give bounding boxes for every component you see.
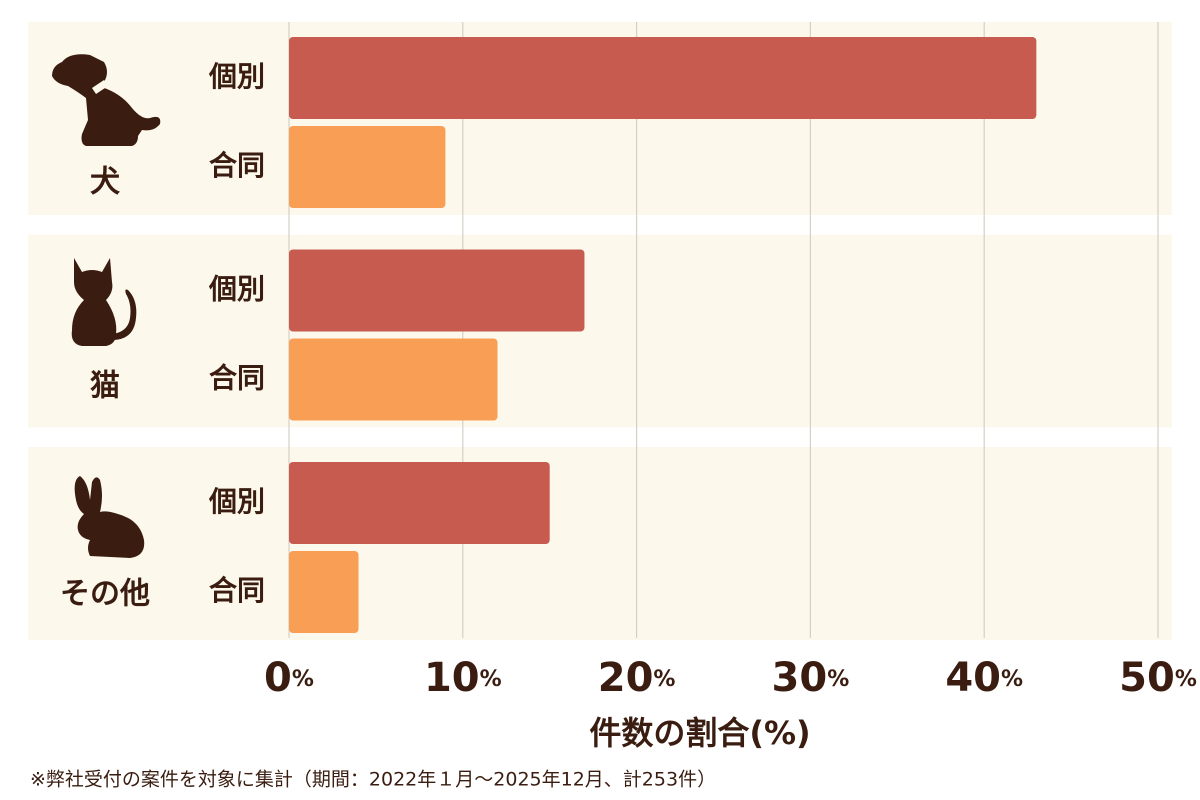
category-label: 犬: [90, 165, 120, 200]
series-label: 合同: [209, 362, 265, 395]
group-panel: [28, 234, 1172, 428]
x-tick-label: 20%: [598, 655, 676, 701]
x-tick-label: 30%: [772, 655, 850, 701]
bar: [289, 126, 446, 208]
bar: [289, 249, 585, 332]
x-tick-label: 50%: [1119, 655, 1197, 701]
x-axis-title: 件数の割合(%): [589, 714, 810, 752]
group-panel: [28, 447, 1172, 640]
bar: [289, 551, 359, 633]
x-tick-label: 40%: [945, 655, 1023, 701]
bars: [289, 37, 1037, 633]
x-tick-label: 0%: [264, 655, 314, 701]
category-label: その他: [60, 577, 150, 612]
bar: [289, 37, 1037, 119]
bar: [289, 462, 550, 544]
series-label: 合同: [209, 574, 265, 607]
bar: [289, 338, 498, 421]
x-tick-label: 10%: [424, 655, 502, 701]
series-label: 合同: [209, 149, 265, 182]
series-label: 個別: [208, 273, 265, 306]
category-label: 猫: [90, 369, 120, 404]
rabbit-icon: [74, 476, 145, 558]
series-label: 個別: [208, 485, 265, 518]
cat-icon: [71, 258, 137, 346]
series-label: 個別: [208, 60, 265, 93]
footnote: ※弊社受付の案件を対象に集計（期間：2022年１月～2025年12月、計253件…: [30, 769, 716, 791]
dog-icon: [52, 54, 161, 146]
